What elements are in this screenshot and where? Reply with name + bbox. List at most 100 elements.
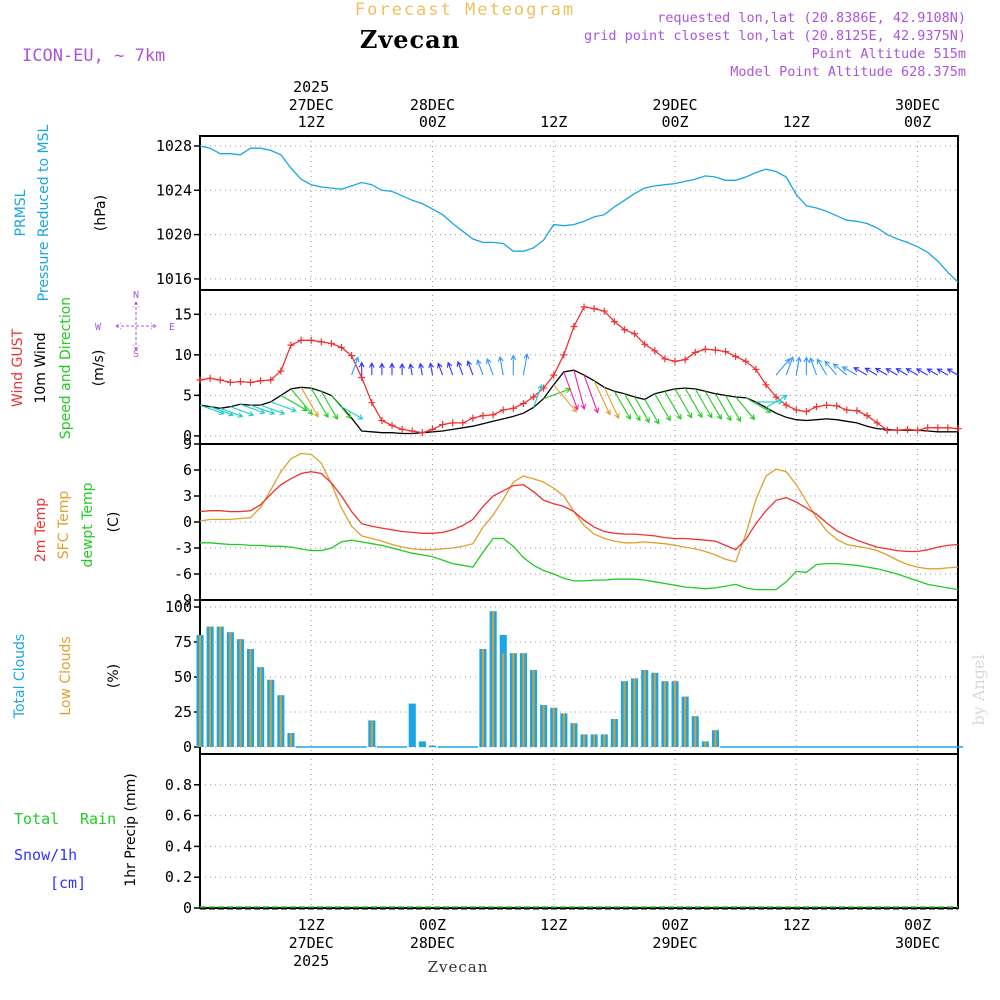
gust-marker — [641, 340, 649, 348]
top-label-date: 27DEC — [289, 96, 334, 114]
gust-marker — [792, 406, 800, 414]
bottom-label-hour: 12Z — [540, 916, 567, 934]
gust-marker — [540, 384, 548, 392]
wind-direction-arrow — [694, 388, 713, 419]
y-tick-label: 3 — [183, 487, 192, 505]
gust-marker — [418, 429, 426, 437]
top-label-year: 2025 — [293, 78, 329, 96]
wind-direction-arrow — [795, 356, 802, 376]
y-tick-label: 0.6 — [165, 807, 192, 825]
y-tick-label: 50 — [174, 668, 192, 686]
low-clouds-bar — [239, 639, 242, 747]
wind-direction-arrow — [320, 391, 338, 420]
low-clouds-bar — [259, 667, 262, 747]
top-label-hour: 00Z — [904, 113, 931, 131]
gust-marker — [398, 425, 406, 433]
low-clouds-bar — [209, 626, 212, 747]
precip-unit: 1hr Precip (mm) — [123, 773, 139, 886]
gust-marker — [782, 401, 790, 409]
wind-direction-arrow — [522, 353, 530, 376]
gust-marker — [226, 378, 234, 386]
gust-marker — [530, 393, 538, 401]
temp-label-2m: 2m Temp — [33, 498, 49, 562]
header-title: Forecast Meteogram — [355, 0, 575, 20]
low-clouds-bar — [482, 649, 484, 747]
low-clouds-bar — [542, 705, 545, 747]
low-clouds-bar — [199, 635, 201, 747]
wind-direction-arrow — [563, 371, 579, 411]
bottom-label-date: 30DEC — [895, 934, 940, 952]
wind-direction-arrow — [603, 387, 620, 420]
gust-marker — [216, 376, 224, 384]
gust-marker — [903, 425, 911, 433]
wind-direction-arrow — [654, 393, 671, 422]
gust-marker — [499, 406, 507, 414]
gust-marker — [893, 426, 901, 434]
wind-direction-arrow — [389, 362, 395, 376]
y-tick-label: -3 — [174, 539, 192, 557]
wind-direction-arrow — [290, 388, 314, 416]
low-clouds-bar — [593, 734, 596, 747]
gust-marker — [206, 374, 214, 382]
gust-marker — [519, 399, 527, 407]
gust-marker — [196, 376, 204, 384]
y-tick-label: 0 — [183, 513, 192, 531]
gust-marker — [863, 412, 871, 420]
wind-label-speed: Speed and Direction — [58, 297, 74, 439]
bottom-label-date: 28DEC — [410, 934, 455, 952]
precip-label-rain: Rain — [80, 810, 116, 828]
low-clouds-bar — [219, 626, 222, 747]
compass-arrows — [115, 301, 157, 351]
top-label-hour: 12Z — [783, 113, 810, 131]
low-clouds-bar — [279, 695, 282, 747]
wind-direction-arrow — [832, 363, 848, 376]
gust-marker — [287, 341, 295, 349]
wind-direction-arrow — [664, 391, 682, 420]
panel-frame — [199, 135, 959, 291]
wind-label-10m: 10m Wind — [33, 332, 49, 403]
compass-west: W — [95, 322, 102, 333]
gust-marker — [711, 346, 719, 354]
bottom-label-hour: 12Z — [298, 916, 325, 934]
bottom-label-hour: 12Z — [783, 916, 810, 934]
wind-direction-arrow — [824, 360, 838, 376]
top-label-hour: 12Z — [298, 113, 325, 131]
bottom-label-hour: 00Z — [904, 916, 931, 934]
gust-marker — [924, 424, 932, 432]
wind-direction-arrow — [532, 383, 544, 408]
wind-direction-arrow — [915, 368, 928, 376]
low-clouds-bar — [704, 741, 707, 747]
wind-direction-arrow — [510, 354, 517, 376]
wind-direction-arrow — [644, 399, 660, 425]
gust-marker — [620, 326, 628, 334]
watermark: by Angel — [969, 654, 988, 725]
low-clouds-bar — [663, 681, 666, 747]
temp-2m-line — [199, 471, 959, 553]
wind-direction-arrow — [714, 393, 732, 422]
wind-direction-arrow — [456, 360, 464, 376]
gust-marker — [883, 426, 891, 434]
low-clouds-bar — [492, 611, 495, 747]
wind-direction-arrow — [573, 370, 587, 410]
gust-marker — [873, 419, 881, 427]
wind-gust-line — [199, 306, 959, 434]
y-tick-label: 0 — [183, 899, 192, 917]
y-tick-label: 9 — [183, 435, 192, 453]
compass-south: S — [133, 349, 139, 360]
wind-direction-arrow — [936, 368, 949, 376]
panel-frame — [199, 753, 959, 909]
bottom-label-hour: 00Z — [661, 916, 688, 934]
gust-marker — [307, 336, 315, 344]
compass-rose-icon: N S W E — [95, 290, 175, 360]
compass-north: N — [133, 290, 139, 301]
gust-marker — [610, 318, 618, 326]
low-clouds-bar — [623, 681, 626, 747]
dewpt-temp-line — [200, 537, 959, 591]
wind-unit: (m/s) — [91, 350, 107, 387]
wind-direction-arrow — [446, 361, 454, 376]
gust-marker — [267, 376, 275, 384]
header-point-altitude: Point Altitude 515m — [812, 46, 966, 62]
wind-direction-arrow — [634, 396, 650, 424]
